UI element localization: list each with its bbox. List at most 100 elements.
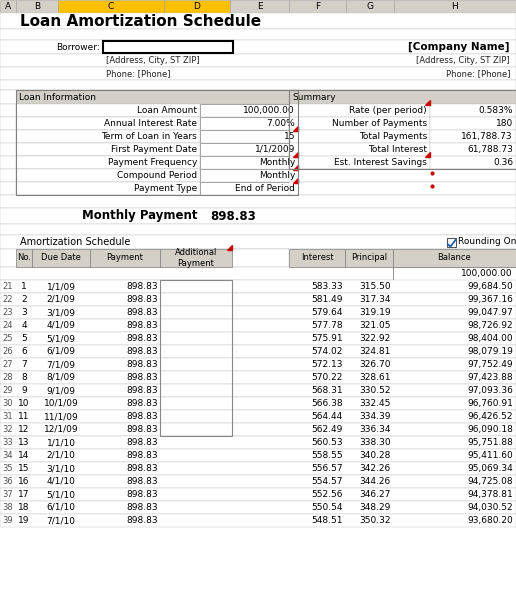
Bar [0, 130, 516, 143]
Bar [160, 249, 232, 267]
Bar [346, 0, 394, 13]
Text: 15: 15 [18, 464, 30, 473]
Text: 898.83: 898.83 [126, 295, 158, 304]
Bar [0, 475, 516, 488]
Text: 336.34: 336.34 [360, 425, 391, 434]
Text: Loan Information: Loan Information [19, 92, 96, 101]
Text: 346.27: 346.27 [360, 490, 391, 499]
Text: 898.83: 898.83 [126, 321, 158, 330]
Text: 97,423.88: 97,423.88 [467, 373, 513, 382]
Bar [0, 384, 516, 397]
Bar [200, 156, 298, 169]
Text: 4/1/10: 4/1/10 [46, 477, 75, 486]
Polygon shape [425, 152, 430, 157]
Text: 548.51: 548.51 [312, 516, 343, 525]
Text: 579.64: 579.64 [312, 308, 343, 317]
Text: 7: 7 [21, 360, 27, 369]
Text: 17: 17 [18, 490, 30, 499]
Text: 898.83: 898.83 [210, 210, 256, 223]
Text: 6/1/09: 6/1/09 [46, 347, 75, 356]
Text: 6/1/10: 6/1/10 [46, 503, 75, 512]
Text: 328.61: 328.61 [360, 373, 391, 382]
Text: 7.00%: 7.00% [266, 119, 295, 128]
Text: Annual Interest Rate: Annual Interest Rate [104, 119, 197, 128]
Bar [232, 249, 289, 267]
Text: 9: 9 [21, 386, 27, 395]
Bar [0, 358, 516, 371]
Polygon shape [293, 165, 298, 170]
Bar [430, 104, 516, 117]
Bar [0, 371, 516, 384]
Text: 8: 8 [21, 373, 27, 382]
Bar [0, 488, 516, 501]
Text: 575.91: 575.91 [311, 334, 343, 343]
Text: G: G [366, 2, 374, 11]
Text: 31: 31 [3, 412, 13, 421]
Text: 566.38: 566.38 [311, 399, 343, 408]
Text: 4: 4 [21, 321, 27, 330]
Text: Compound Period: Compound Period [117, 171, 197, 180]
Text: 98,726.92: 98,726.92 [467, 321, 513, 330]
Text: 11: 11 [18, 412, 30, 421]
Text: 344.26: 344.26 [360, 477, 391, 486]
Text: 898.83: 898.83 [126, 360, 158, 369]
Bar [58, 0, 164, 13]
Bar [0, 67, 516, 80]
Text: F: F [315, 2, 320, 11]
Text: 556.57: 556.57 [311, 464, 343, 473]
Text: 94,725.08: 94,725.08 [467, 477, 513, 486]
Text: 348.29: 348.29 [360, 503, 391, 512]
Bar [289, 249, 345, 267]
Text: 552.56: 552.56 [312, 490, 343, 499]
Polygon shape [293, 152, 298, 157]
Bar [447, 238, 456, 247]
Text: Monthly: Monthly [259, 171, 295, 180]
Polygon shape [227, 245, 232, 250]
Bar [0, 332, 516, 345]
Polygon shape [425, 100, 430, 105]
Bar [16, 143, 200, 156]
Bar [0, 501, 516, 514]
Bar [0, 397, 516, 410]
Bar [0, 449, 516, 462]
Text: H: H [452, 2, 458, 11]
Text: 898.83: 898.83 [126, 373, 158, 382]
Text: 550.54: 550.54 [312, 503, 343, 512]
Bar [430, 117, 516, 130]
Text: Rate (per period): Rate (per period) [349, 106, 427, 115]
Bar [0, 423, 516, 436]
Bar [200, 117, 298, 130]
Text: 324.81: 324.81 [360, 347, 391, 356]
Text: 8/1/09: 8/1/09 [46, 373, 75, 382]
Bar [393, 249, 516, 267]
Text: Amortization Schedule: Amortization Schedule [20, 237, 131, 247]
Text: 898.83: 898.83 [126, 438, 158, 447]
Text: Monthly Payment: Monthly Payment [82, 210, 197, 223]
Text: Payment Type: Payment Type [134, 184, 197, 193]
Text: B: B [34, 2, 40, 11]
Text: No.: No. [17, 253, 31, 263]
Text: 11/1/09: 11/1/09 [44, 412, 78, 421]
Bar [200, 182, 298, 195]
Text: 16: 16 [18, 477, 30, 486]
Text: Phone: [Phone]: Phone: [Phone] [106, 69, 170, 78]
Text: 898.83: 898.83 [126, 477, 158, 486]
Text: 554.57: 554.57 [312, 477, 343, 486]
Text: 99,367.16: 99,367.16 [467, 295, 513, 304]
Text: 319.19: 319.19 [359, 308, 391, 317]
Text: 1/1/09: 1/1/09 [46, 282, 75, 291]
Text: 161,788.73: 161,788.73 [461, 132, 513, 141]
Bar [0, 235, 516, 249]
Text: 332.45: 332.45 [360, 399, 391, 408]
Text: 98,404.00: 98,404.00 [467, 334, 513, 343]
Bar [200, 104, 298, 117]
Text: Total Payments: Total Payments [359, 132, 427, 141]
Text: 96,426.52: 96,426.52 [467, 412, 513, 421]
Bar [230, 0, 289, 13]
Text: 3/1/09: 3/1/09 [46, 308, 75, 317]
Text: Payment Frequency: Payment Frequency [108, 158, 197, 167]
Text: 564.44: 564.44 [312, 412, 343, 421]
Text: 350.32: 350.32 [360, 516, 391, 525]
Text: 572.13: 572.13 [312, 360, 343, 369]
Text: 577.78: 577.78 [311, 321, 343, 330]
